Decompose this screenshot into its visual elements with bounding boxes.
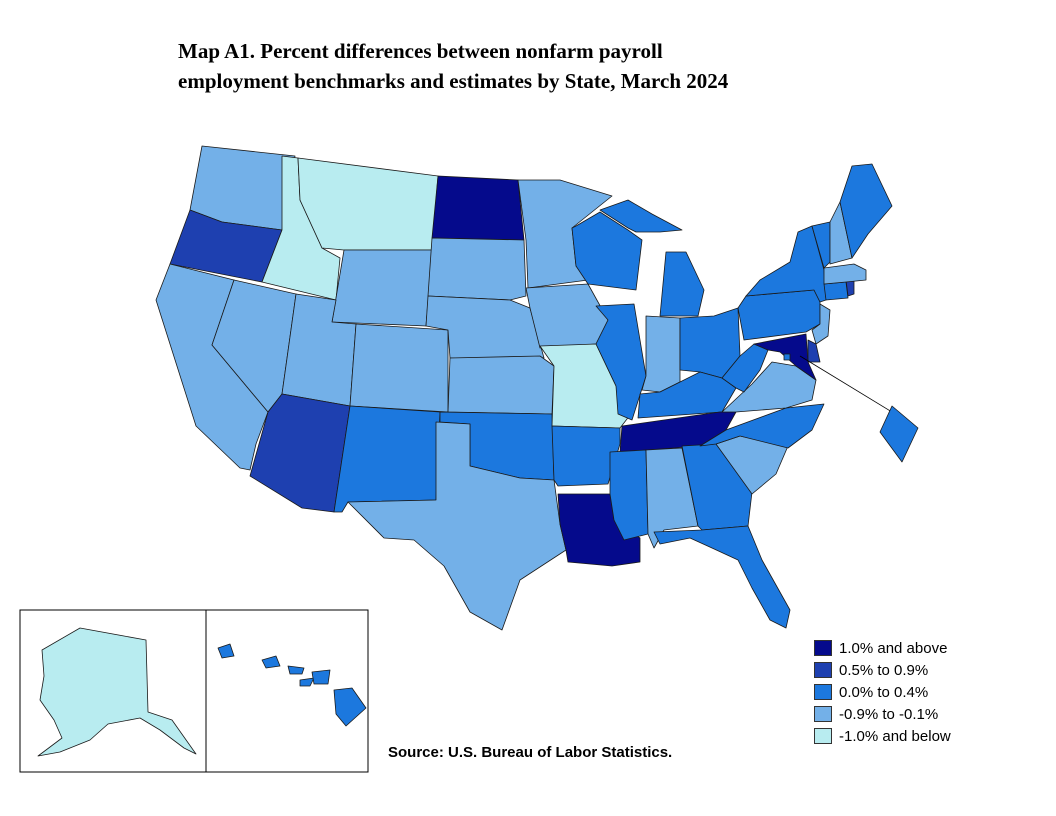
legend-label: -0.9% to -0.1% <box>839 705 939 723</box>
legend-item: 0.5% to 0.9% <box>814 659 951 681</box>
map-title-line-1: Map A1. Percent differences between nonf… <box>178 39 663 63</box>
state-dc[interactable] <box>783 353 791 361</box>
state-nd[interactable] <box>431 175 525 241</box>
state-fl[interactable] <box>653 525 791 629</box>
state-ct[interactable] <box>823 281 849 301</box>
legend-label: 0.5% to 0.9% <box>839 661 929 679</box>
state-il[interactable] <box>595 303 647 421</box>
state-sd[interactable] <box>427 237 527 301</box>
state-mt[interactable] <box>297 157 439 251</box>
legend-swatch <box>814 706 832 722</box>
dc-callout-line <box>799 355 893 413</box>
state-ak[interactable] <box>37 627 197 757</box>
state-wv[interactable] <box>721 343 769 393</box>
state-me[interactable] <box>839 163 893 259</box>
state-ks[interactable] <box>447 355 555 415</box>
source-note: Source: U.S. Bureau of Labor Statistics. <box>388 744 673 761</box>
state-ny[interactable] <box>745 225 827 303</box>
state-de[interactable] <box>807 339 821 363</box>
legend-label: -1.0% and below <box>839 727 951 745</box>
state-nc[interactable] <box>699 403 825 449</box>
legend-swatch <box>814 640 832 656</box>
state-ar[interactable] <box>551 425 621 487</box>
legend-swatch <box>814 662 832 678</box>
state-hi[interactable] <box>217 643 367 727</box>
map-title-line-2: employment benchmarks and estimates by S… <box>178 69 729 93</box>
state-ia[interactable] <box>525 283 609 349</box>
state-wy[interactable] <box>331 249 433 327</box>
state-in[interactable] <box>641 315 681 393</box>
legend-label: 1.0% and above <box>839 639 948 657</box>
hawaii-inset-frame <box>205 609 369 773</box>
state-mi-upper[interactable] <box>599 199 683 233</box>
state-co[interactable] <box>349 323 449 413</box>
state-wi[interactable] <box>571 211 643 291</box>
legend-swatch <box>814 728 832 744</box>
state-nm[interactable] <box>333 405 441 513</box>
legend-item: -1.0% and below <box>814 725 951 747</box>
legend-item: -0.9% to -0.1% <box>814 703 951 725</box>
state-dc-enlarged[interactable] <box>879 405 919 463</box>
state-md[interactable] <box>753 333 817 381</box>
state-pa[interactable] <box>737 289 821 341</box>
legend-swatch <box>814 684 832 700</box>
map-legend: 1.0% and above 0.5% to 0.9% 0.0% to 0.4% -0… <box>814 637 951 747</box>
state-mi[interactable] <box>659 251 705 317</box>
legend-item: 0.0% to 0.4% <box>814 681 951 703</box>
legend-item: 1.0% and above <box>814 637 951 659</box>
state-ma[interactable] <box>823 263 867 285</box>
state-tx[interactable] <box>347 421 567 631</box>
legend-label: 0.0% to 0.4% <box>839 683 929 701</box>
map-title: Map A1. Percent differences between nonf… <box>178 36 878 96</box>
